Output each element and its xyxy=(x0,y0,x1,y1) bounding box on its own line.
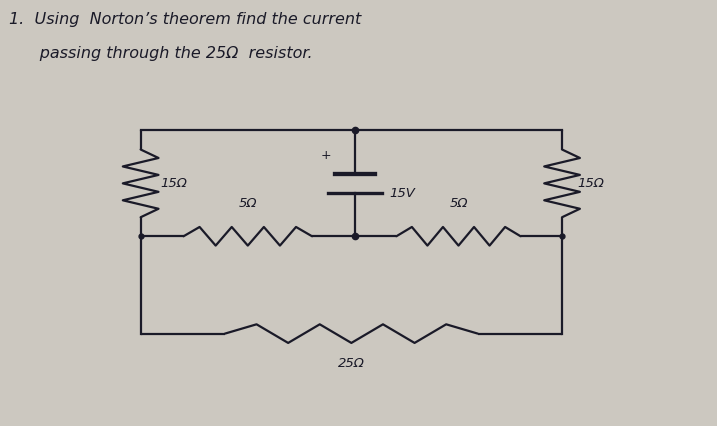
Text: 5Ω: 5Ω xyxy=(239,197,257,210)
Text: 25Ω: 25Ω xyxy=(338,357,365,370)
Text: 5Ω: 5Ω xyxy=(450,197,467,210)
Text: +: + xyxy=(321,150,332,162)
Text: passing through the 25Ω  resistor.: passing through the 25Ω resistor. xyxy=(9,46,312,61)
Text: 15V: 15V xyxy=(389,187,415,201)
Text: 1.  Using  Norton’s theorem find the current: 1. Using Norton’s theorem find the curre… xyxy=(9,12,361,27)
Text: 15Ω: 15Ω xyxy=(578,177,604,190)
Text: 15Ω: 15Ω xyxy=(161,177,188,190)
